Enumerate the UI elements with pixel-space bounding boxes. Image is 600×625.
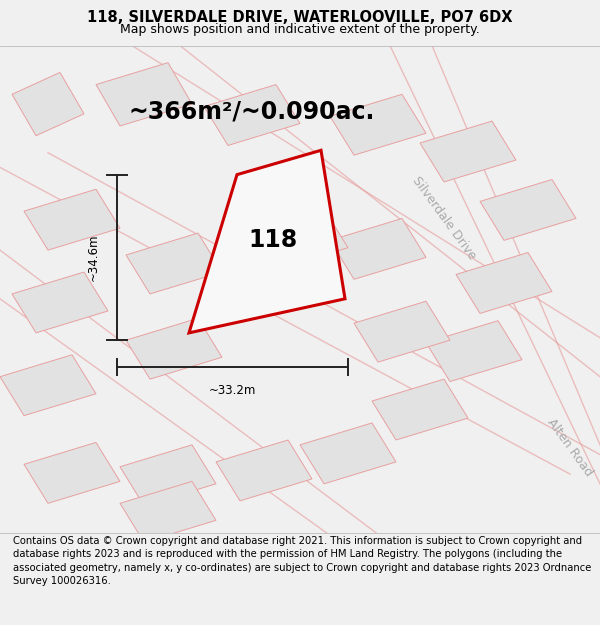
Text: 118, SILVERDALE DRIVE, WATERLOOVILLE, PO7 6DX: 118, SILVERDALE DRIVE, WATERLOOVILLE, PO… [87,10,513,25]
Polygon shape [24,189,120,250]
Polygon shape [0,355,96,416]
Polygon shape [126,233,222,294]
Polygon shape [480,179,576,241]
Polygon shape [372,379,468,440]
Polygon shape [24,442,120,503]
Polygon shape [120,481,216,542]
Polygon shape [12,72,84,136]
Polygon shape [252,209,348,269]
Text: Alten Road: Alten Road [545,416,595,479]
Polygon shape [120,445,216,506]
Polygon shape [456,253,552,313]
Text: Map shows position and indicative extent of the property.: Map shows position and indicative extent… [120,22,480,36]
Text: Contains OS data © Crown copyright and database right 2021. This information is : Contains OS data © Crown copyright and d… [13,536,592,586]
Polygon shape [330,94,426,155]
Text: Silverdale Drive: Silverdale Drive [410,174,478,262]
Polygon shape [189,150,345,333]
Text: 118: 118 [248,228,298,253]
Polygon shape [96,62,192,126]
Text: ~33.2m: ~33.2m [209,384,256,397]
Polygon shape [12,272,108,333]
Text: ~34.6m: ~34.6m [87,234,100,281]
Polygon shape [420,121,516,182]
Polygon shape [216,440,312,501]
Polygon shape [204,84,300,146]
Polygon shape [426,321,522,382]
Polygon shape [330,219,426,279]
Polygon shape [126,318,222,379]
Polygon shape [354,301,450,362]
Text: ~366m²/~0.090ac.: ~366m²/~0.090ac. [129,99,375,123]
Polygon shape [300,423,396,484]
